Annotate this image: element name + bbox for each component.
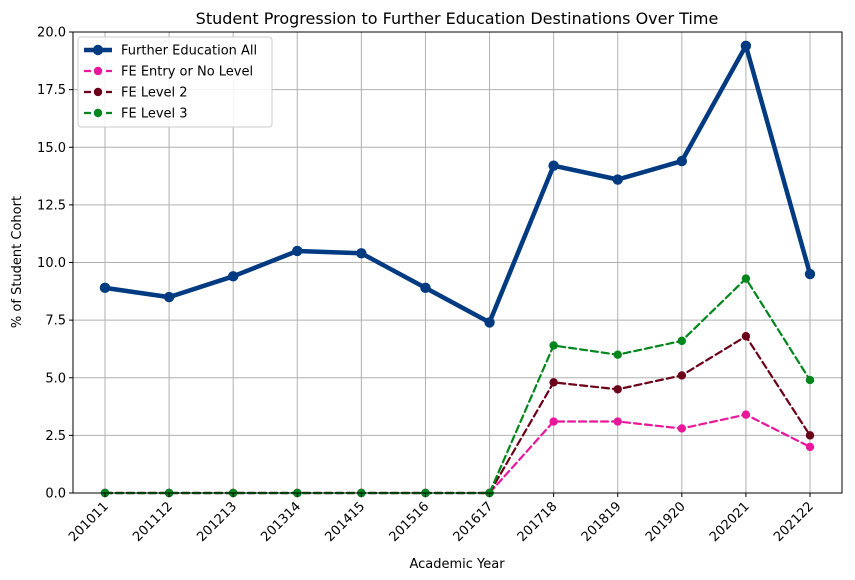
data-point: [548, 160, 559, 171]
y-tick-label: 2.5: [45, 429, 66, 444]
y-tick-label: 7.5: [45, 314, 66, 329]
data-point: [805, 431, 815, 440]
data-point: [356, 248, 367, 259]
data-point: [99, 282, 111, 294]
data-point: [549, 417, 558, 426]
legend: Further Education All FE Entry or No Leve…: [77, 36, 273, 128]
legend-box: [77, 36, 273, 128]
y-tick-label: 10.0: [37, 256, 66, 271]
data-point: [741, 274, 751, 283]
data-point: [677, 371, 687, 380]
data-point: [677, 424, 687, 433]
series-line: [102, 43, 813, 325]
data-point: [613, 417, 622, 426]
y-axis-title: % of Student Cohort: [10, 196, 25, 328]
data-point: [740, 40, 752, 52]
legend-marker: [93, 87, 103, 97]
y-tick-label: 0.0: [45, 487, 66, 502]
x-axis-title: Academic Year: [409, 557, 505, 572]
series-further-education-all: [99, 40, 816, 328]
data-point: [292, 245, 303, 257]
y-tick-label: 20.0: [37, 26, 66, 41]
data-point: [420, 282, 431, 294]
legend-label: FE Entry or No Level: [121, 65, 253, 80]
data-point: [484, 317, 495, 328]
legend-marker: [92, 44, 104, 56]
data-point: [741, 332, 751, 341]
y-tick-label: 12.5: [37, 198, 66, 213]
y-tick-label: 17.5: [37, 83, 66, 98]
legend-label: FE Level 2: [121, 86, 188, 101]
y-tick-label: 15.0: [37, 141, 66, 156]
data-point: [163, 291, 175, 303]
data-point: [804, 268, 816, 280]
legend-label: Further Education All: [121, 44, 257, 59]
legend-marker: [93, 66, 103, 76]
legend-label: FE Level 3: [121, 107, 188, 122]
data-point: [549, 378, 558, 387]
data-point: [805, 442, 815, 452]
data-point: [227, 271, 239, 282]
data-point: [613, 350, 622, 359]
data-point: [805, 375, 815, 385]
data-point: [612, 174, 623, 185]
data-point: [741, 410, 751, 419]
chart-title: Student Progression to Further Education…: [196, 9, 719, 28]
data-point: [613, 385, 622, 394]
data-point: [677, 336, 687, 346]
y-tick-label: 5.0: [45, 371, 66, 386]
data-point: [549, 341, 558, 350]
y-axis-ticks: 0.0 2.5 5.0 7.5 10.0 12.5 15.0 17.5 20.0: [37, 26, 73, 502]
data-point: [676, 155, 688, 167]
legend-marker: [93, 108, 103, 118]
